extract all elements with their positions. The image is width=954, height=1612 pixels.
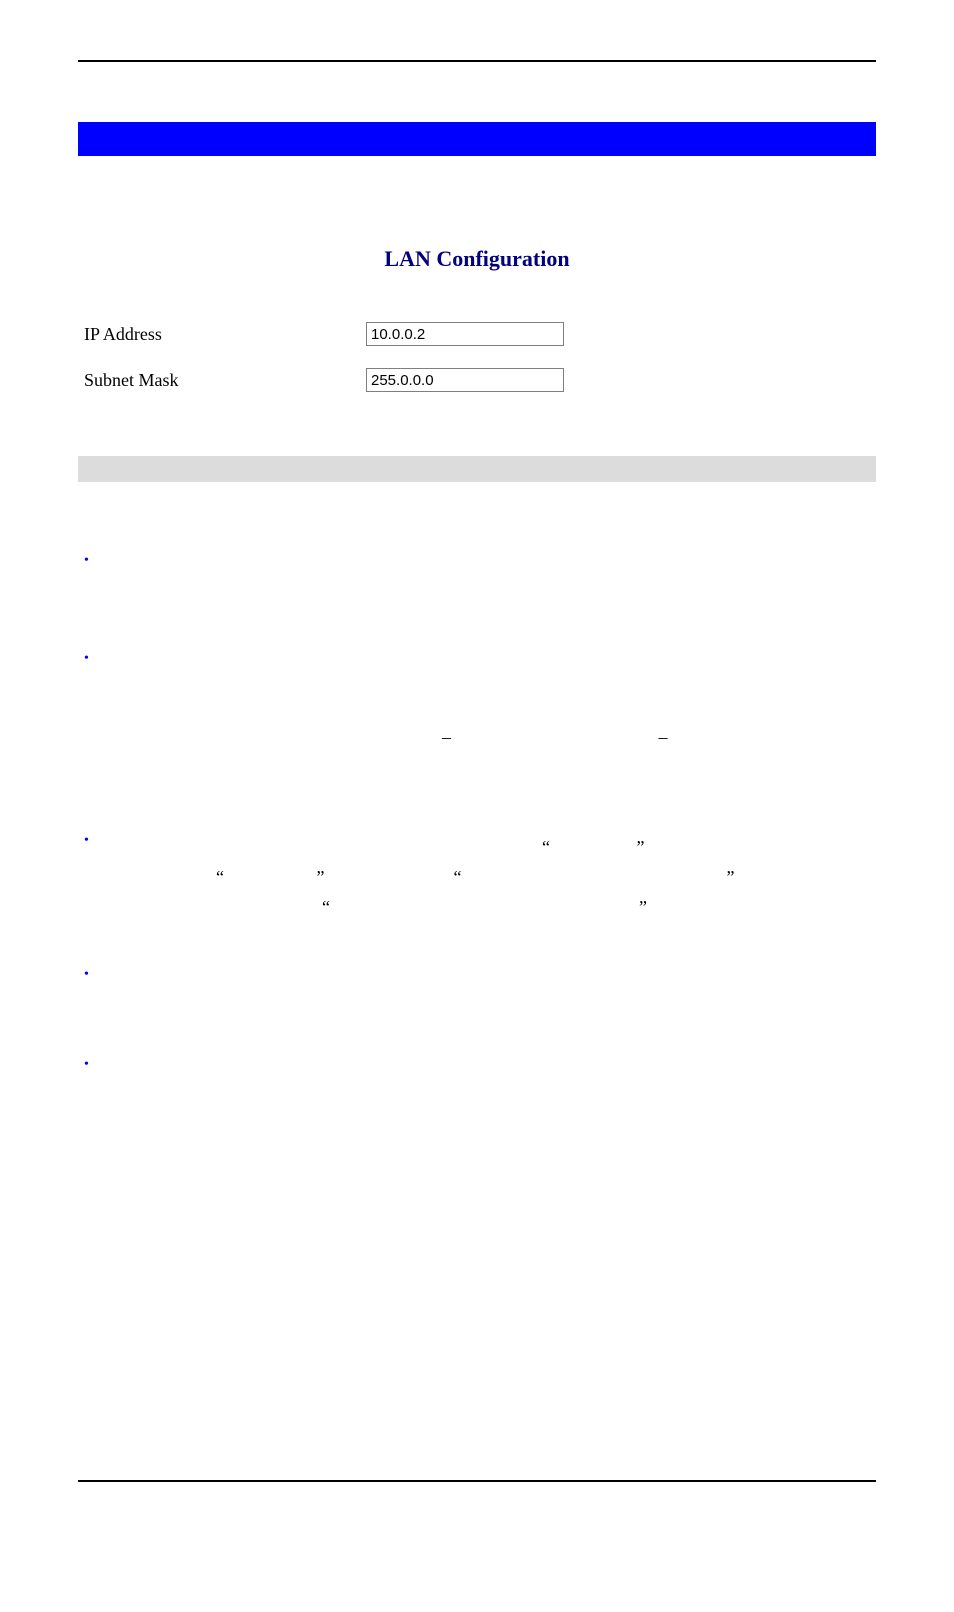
bullet-icon: • xyxy=(84,1058,89,1072)
subnet-mask-label: Subnet Mask xyxy=(84,370,366,391)
section-title: LAN Configuration xyxy=(78,246,876,272)
dash-row: – – xyxy=(106,722,876,752)
bullet-icon: • xyxy=(84,652,89,666)
list-item-2: • – – xyxy=(84,650,876,752)
list-item-3: • “ ” “ ” “ ” “ ” xyxy=(84,832,876,922)
list-item-4: • xyxy=(84,966,876,984)
subnet-mask-input[interactable] xyxy=(366,368,564,392)
top-horizontal-rule xyxy=(78,60,876,62)
ip-address-input[interactable] xyxy=(366,322,564,346)
list-item-1: • xyxy=(84,552,876,570)
bullet-icon: • xyxy=(84,554,89,568)
gray-divider-bar xyxy=(78,456,876,482)
bottom-horizontal-rule xyxy=(78,1480,876,1482)
subnet-mask-row: Subnet Mask xyxy=(78,368,876,392)
quote-row-1: “ ” xyxy=(106,832,876,862)
bullet-icon: • xyxy=(84,834,89,848)
quote-row-2: “ ” “ ” xyxy=(106,862,876,892)
ip-address-label: IP Address xyxy=(84,324,366,345)
bullet-icon: • xyxy=(84,968,89,982)
blue-header-bar xyxy=(78,122,876,156)
bullet-list: • • – – • “ ” “ ” xyxy=(78,552,876,1074)
list-item-5: • xyxy=(84,1056,876,1074)
ip-address-row: IP Address xyxy=(78,322,876,346)
quote-row-3: “ ” xyxy=(106,892,876,922)
